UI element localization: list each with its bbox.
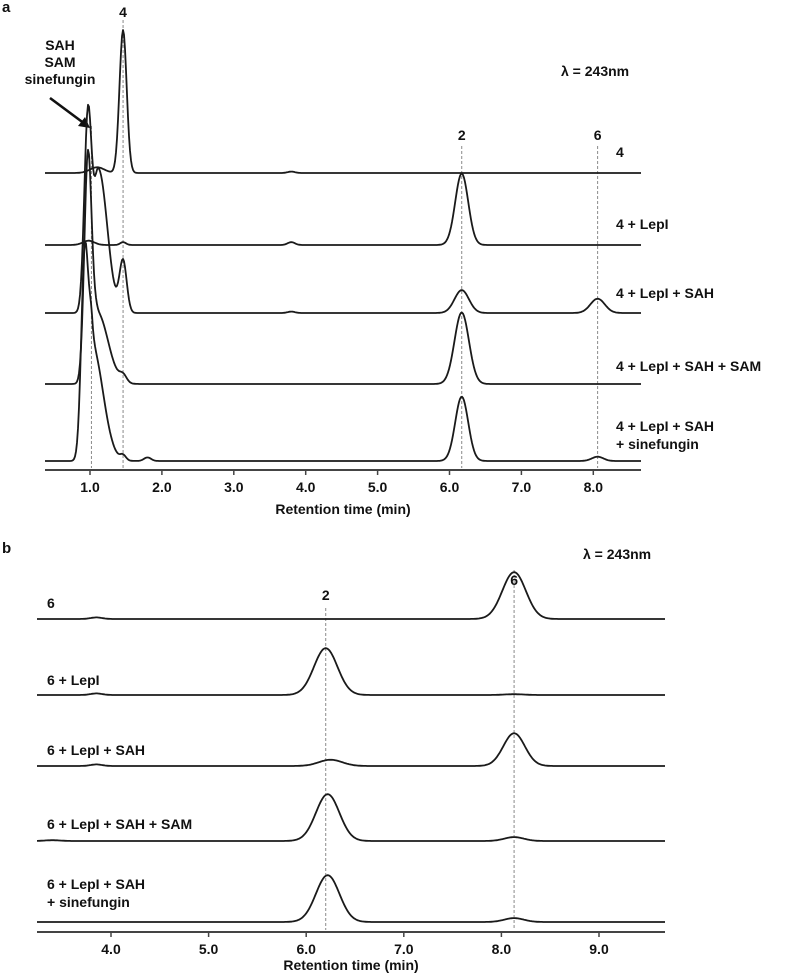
trace-label: 6 — [47, 595, 55, 611]
trace-6 — [37, 571, 665, 620]
trace-label: 4 — [616, 144, 624, 160]
x-tick-label: 9.0 — [589, 941, 609, 957]
x-tick-label: 7.0 — [394, 941, 414, 957]
trace-4-lepi-sah-sam — [45, 148, 641, 385]
x-tick-label: 5.0 — [368, 479, 388, 495]
trace-label: 4 + LepI — [616, 216, 669, 232]
trace-label: 4 + LepI + SAH + SAM — [616, 358, 761, 374]
trace-6-lepi-sah — [37, 732, 665, 767]
panel-a-arrow-annotation: SAH SAM sinefungin — [25, 37, 96, 128]
trace-4-lepi-sah-sinefungin — [45, 240, 641, 462]
panel-b-x-axis: 4.0 5.0 6.0 7.0 8.0 9.0 — [37, 931, 665, 957]
x-tick-label: 4.0 — [296, 479, 316, 495]
panel-b-traces: 6 6 + LepI 6 + LepI + SAH 6 + LepI + SAH + … — [37, 571, 665, 923]
trace-4-lepi — [45, 172, 641, 246]
trace-label: + sinefungin — [47, 894, 130, 910]
trace-6-lepi-sah-sinefungin — [37, 874, 665, 923]
x-tick-label: 6.0 — [440, 479, 460, 495]
peak-label: 2 — [322, 587, 330, 603]
trace-label: 6 + LepI + SAH — [47, 742, 145, 758]
x-tick-label: 4.0 — [101, 941, 121, 957]
trace-6-lepi — [37, 647, 665, 696]
arrow-label-sam: SAM — [44, 54, 75, 70]
panel-b-marker-lines: 26 — [322, 570, 518, 930]
x-tick-label: 1.0 — [80, 479, 100, 495]
trace-4 — [45, 29, 641, 174]
x-tick-label: 5.0 — [199, 941, 219, 957]
trace-label: 4 + LepI + SAH — [616, 285, 714, 301]
panel-a-marker-lines: 4 2 6 — [90, 4, 602, 468]
peak-label: 4 — [119, 4, 127, 20]
panel-b-x-axis-title: Retention time (min) — [283, 957, 418, 973]
arrow-label-sinefungin: sinefungin — [25, 71, 96, 87]
panel-a-x-axis: 1.0 2.0 3.0 4.0 5.0 6.0 7.0 8.0 — [45, 469, 641, 495]
trace-6-lepi-sah-sam — [37, 793, 665, 842]
x-tick-label: 8.0 — [584, 479, 604, 495]
panel-a-x-axis-title: Retention time (min) — [275, 501, 410, 517]
panel-a-traces: 4 4 + LepI 4 + LepI + SAH 4 + LepI + SAH + … — [45, 29, 761, 462]
panel-a-wavelength-label: λ = 243nm — [561, 63, 629, 79]
arrow-label-sah: SAH — [45, 37, 75, 53]
x-tick-label: 2.0 — [152, 479, 172, 495]
panel-b-letter: b — [2, 540, 11, 557]
trace-label: 6 + LepI — [47, 672, 100, 688]
x-tick-label: 8.0 — [492, 941, 512, 957]
x-tick-label: 3.0 — [224, 479, 244, 495]
peak-label: 2 — [458, 127, 466, 143]
trace-label: 4 + LepI + SAH — [616, 418, 714, 434]
panel-b-wavelength-label: λ = 243nm — [583, 546, 651, 562]
x-tick-label: 7.0 — [512, 479, 532, 495]
panel-a-chromatograms: a λ = 243nm SAH SAM sinefungin 4 2 6 4 4 + … — [2, 0, 761, 517]
peak-label: 6 — [510, 572, 518, 588]
trace-label: 6 + LepI + SAH + SAM — [47, 816, 192, 832]
arrow-line — [49, 96, 86, 126]
panel-a-letter: a — [2, 0, 11, 16]
x-tick-label: 6.0 — [296, 941, 316, 957]
trace-label: + sinefungin — [616, 436, 699, 452]
trace-label: 6 + LepI + SAH — [47, 876, 145, 892]
trace-4-lepi-sah — [45, 103, 641, 314]
peak-label: 6 — [594, 127, 602, 143]
